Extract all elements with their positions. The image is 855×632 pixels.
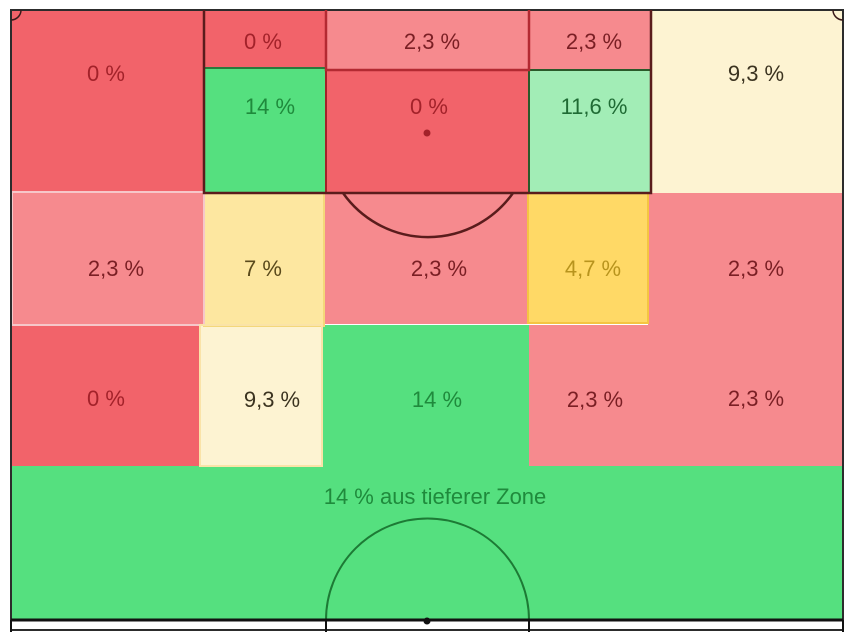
zone-cell-halfspace-left-top: [204, 10, 326, 68]
penalty-spot: [423, 129, 431, 137]
zone-label-left-wing-low: 0 %: [87, 386, 125, 411]
zone-cell-halfspace-left-box: [204, 68, 326, 193]
zone-label-halfspace-right-low: 2,3 %: [567, 387, 623, 412]
cell-border: [199, 324, 323, 467]
zone-cell-right-wing-mid: [648, 193, 843, 326]
zone-label-center-low: 14 %: [412, 387, 462, 412]
zone-cell-halfspace-left-low: [200, 325, 322, 466]
goal-area-line: [324, 10, 531, 72]
zone-cell-center-low: [322, 325, 529, 466]
zone-cell-right-wing-low: [648, 325, 843, 466]
zone-label-right-wing-top: 9,3 %: [728, 61, 784, 86]
zone-cell-halfspace-right-box: [529, 70, 651, 193]
zone-label-left-wing-top: 0 %: [87, 61, 125, 86]
zone-label-halfspace-left-top: 0 %: [244, 29, 282, 54]
corner-arc-left: [10, 9, 22, 21]
pitch-outline: [10, 9, 844, 631]
zone-cell-center-top: [326, 10, 529, 70]
pitch-lines: [10, 9, 844, 632]
zone-label-center-mid: 2,3 %: [411, 256, 467, 281]
zone-label-right-wing-low: 2,3 %: [728, 386, 784, 411]
center-circle: [325, 517, 530, 621]
zone-cell-right-wing-top: [651, 10, 843, 193]
zone-label-halfspace-right-mid: 4,7 %: [565, 256, 621, 281]
zone-label-halfspace-left-box: 14 %: [245, 94, 295, 119]
zone-label-center-box: 0 %: [410, 94, 448, 119]
zone-label-left-wing-mid: 2,3 %: [88, 256, 144, 281]
zone-label-right-wing-mid: 2,3 %: [728, 256, 784, 281]
zone-label-halfspace-right-box: 11,6 %: [561, 94, 628, 119]
penalty-area-line: [202, 10, 653, 195]
corner-arc-right: [832, 9, 844, 21]
center-spot: [423, 617, 431, 625]
zone-cell-left-wing-mid: [12, 192, 204, 325]
zone-cell-halfspace-right-top: [529, 10, 651, 70]
zone-label-halfspace-right-top: 2,3 %: [566, 29, 622, 54]
zone-cell-halfspace-left-mid: [204, 193, 324, 326]
zone-cells: [12, 10, 843, 620]
zone-cell-left-wing-low: [12, 325, 200, 466]
zone-cell-halfspace-right-low: [529, 325, 648, 466]
zone-label-halfspace-left-mid: 7 %: [244, 256, 282, 281]
zone-labels: 0 % 0 % 2,3 % 2,3 % 9,3 % 14 % 0 % 11,6 % 2,3 % 7…: [87, 29, 784, 509]
zone-cell-halfspace-right-mid: [528, 193, 648, 323]
zone-label-center-top: 2,3 %: [404, 29, 460, 54]
deeper-zone-label: 14 % aus tieferer Zone: [324, 484, 547, 509]
zone-cell-deeper: [12, 466, 843, 620]
zone-cell-left-wing-top: [12, 10, 204, 192]
zone-label-halfspace-left-low: 9,3 %: [244, 387, 300, 412]
penalty-arc: [341, 192, 515, 239]
